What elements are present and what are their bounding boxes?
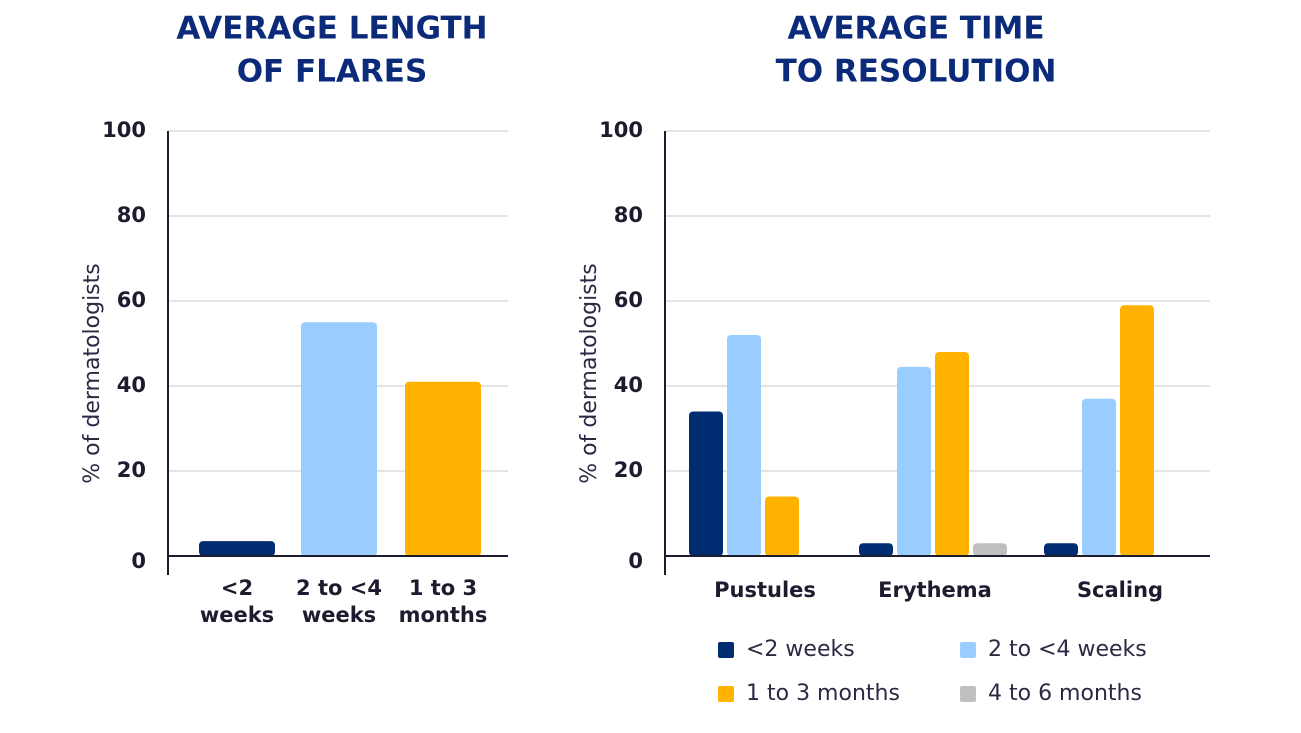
y-tick-label: 100	[102, 118, 146, 142]
x-tick-label: <2 weeks	[200, 576, 274, 627]
y-axis-label: % of dermatologists	[80, 263, 105, 483]
y-tick-label: 20	[117, 458, 146, 482]
legend-swatch	[718, 642, 734, 658]
chart-title: AVERAGE TIME	[787, 11, 1044, 47]
bar	[301, 322, 377, 556]
x-tick-label: 1 to 3 months	[399, 576, 488, 627]
y-tick-label: 40	[117, 373, 146, 397]
bar	[935, 352, 969, 556]
bar	[765, 496, 799, 556]
y-tick-label: 60	[117, 288, 146, 312]
bar	[859, 543, 893, 556]
chart-title: AVERAGE LENGTH	[176, 11, 487, 47]
y-tick-label: 60	[614, 288, 643, 312]
bar	[1120, 305, 1154, 556]
x-tick-label: Scaling	[1077, 578, 1163, 602]
bar	[199, 541, 275, 556]
y-axis-label: % of dermatologists	[577, 263, 602, 483]
y-tick-label: 20	[614, 458, 643, 482]
bar	[1082, 398, 1116, 556]
y-tick-label: 100	[599, 118, 643, 142]
x-tick-label: Erythema	[878, 578, 992, 602]
y-tick-label: 40	[614, 373, 643, 397]
bar	[689, 411, 723, 556]
legend-label: 4 to 6 months	[988, 681, 1142, 706]
y-tick-label: 80	[117, 203, 146, 227]
legend-label: 1 to 3 months	[746, 681, 900, 706]
legend-label: <2 weeks	[746, 637, 855, 662]
bar	[405, 381, 481, 556]
legend-swatch	[960, 686, 976, 702]
x-tick-label: 2 to <4 weeks	[296, 576, 382, 627]
chart-title: TO RESOLUTION	[776, 54, 1057, 90]
bar	[727, 335, 761, 556]
bar	[1044, 543, 1078, 556]
y-tick-label: 0	[131, 549, 146, 573]
y-tick-label: 0	[628, 549, 643, 573]
legend-label: 2 to <4 weeks	[988, 637, 1147, 662]
legend-swatch	[960, 642, 976, 658]
bar	[897, 366, 931, 556]
chart-title: OF FLARES	[237, 54, 428, 90]
legend-swatch	[718, 686, 734, 702]
y-tick-label: 80	[614, 203, 643, 227]
bar	[973, 543, 1007, 556]
x-tick-label: Pustules	[714, 578, 816, 602]
